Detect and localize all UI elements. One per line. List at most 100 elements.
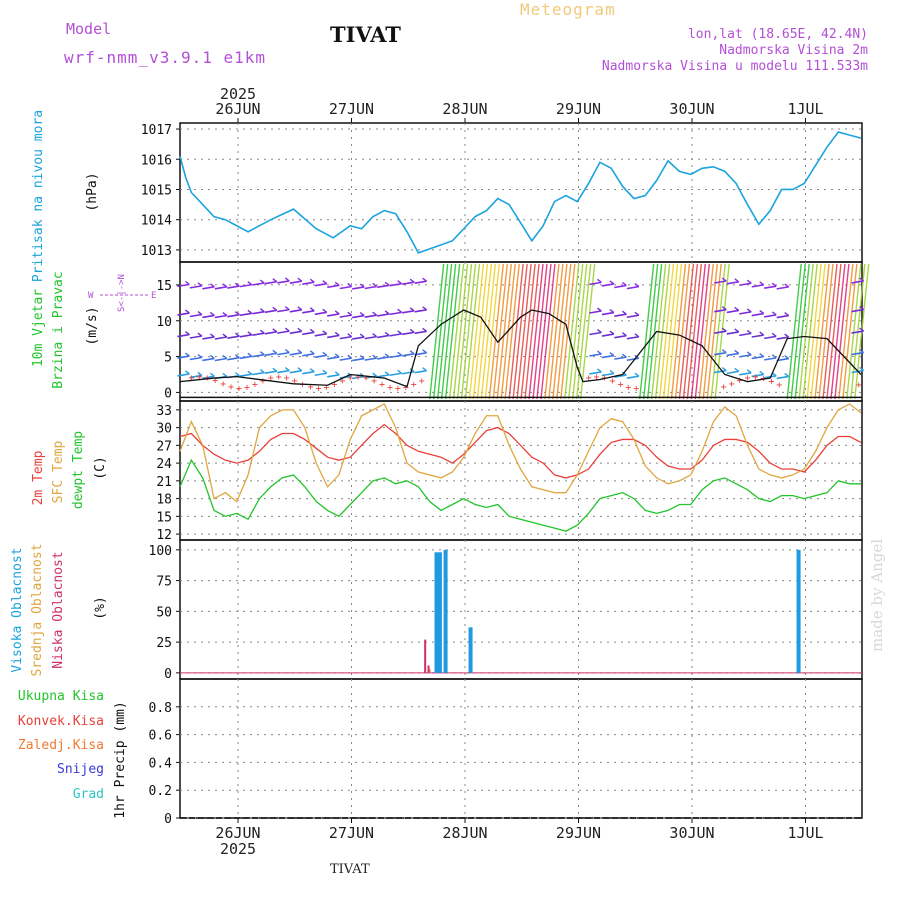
wind-gust-marker: + [268,373,274,384]
wind-barb [239,334,252,338]
wind-barb [726,309,739,314]
wind-hatch [798,263,814,400]
wind-hatch [710,263,726,400]
wind-barb [202,285,215,290]
wind-barb-head [184,330,190,336]
wind-hatch [579,263,596,400]
wind-barb-head [409,350,415,355]
wind-barb [739,332,752,337]
wind-barb [252,310,265,315]
wind-hatch [810,263,826,400]
wind-gust-marker: + [196,372,202,383]
wind-barb-head [621,332,627,337]
bottom-day-label: 28JUN [442,824,487,842]
wind-hatch [838,263,854,400]
wind-hatch [564,263,580,400]
cloud-high-label: Visoka Oblacnost [10,547,25,672]
wind-gust-marker: + [331,379,337,390]
wind-barb [776,336,789,340]
wind-hatch [496,263,512,400]
wind-barb-head [272,367,278,372]
wind-barb-head [596,278,602,283]
wind-barb [601,372,615,377]
wind-hatch [794,263,810,400]
wind-barb [714,280,727,284]
wind-barb [227,356,240,361]
wind-barb-head [422,327,428,332]
wind-barb-head [771,311,777,316]
wind-hatch [575,263,592,400]
y-tick-label: 0 [164,812,172,827]
wind-gust-marker: + [387,382,393,393]
wind-hatch [686,263,703,400]
wind-barb-head [721,277,727,282]
wind-barb-head [209,372,215,377]
wind-barb-head [359,283,365,288]
wind-barb-head [734,328,740,333]
wind-barb-head [284,349,290,354]
wind-barb-head [259,308,265,313]
wind-barb [277,280,290,284]
wind-gust-marker: + [292,376,298,387]
wind-hatch [480,263,497,400]
wind-barb [389,354,402,359]
wind-barb-head [259,351,265,356]
wind-barb [352,314,365,319]
wind-barb [614,374,627,378]
y-tick-label: 0.8 [149,701,172,716]
wind-hatch [802,263,818,400]
wind-barb-head [784,333,790,338]
wind-barb [614,284,627,289]
temp-dew-line [179,458,861,532]
wind-barb [714,351,727,356]
wind-barb-head [259,279,265,284]
wind-barb [289,330,302,335]
wind-barb [289,309,302,313]
wind-barb-head [197,353,203,359]
y-tick-label: 10 [156,315,172,330]
wind-hatch [568,263,584,400]
wind-barb-head [247,331,253,336]
y-tick-label: 15 [156,279,172,294]
wind-gust-marker: + [379,379,385,390]
wind-barb [751,284,764,288]
wind-barb-head [422,367,428,372]
y-tick-label: 1013 [141,244,172,259]
wind-barb-head [259,329,265,334]
wind-barb [314,333,327,337]
wind-barb-head [359,312,365,317]
wind-gust-marker: + [363,373,369,384]
wind-barb [339,335,352,340]
wind-barb-head [621,310,627,315]
wind-barb-head [372,282,378,288]
wind-barb [589,281,602,286]
wind-barb-head [209,354,215,359]
wind-barb-head [621,281,627,287]
y-tick-label: 0.6 [149,729,172,744]
wind-barb [389,333,402,337]
wind-barb-head [322,308,328,313]
wind-barb-head [272,349,278,354]
wind-gust-marker: + [594,372,600,383]
pressure-unit: (hPa) [85,172,100,211]
wind-barb [289,352,302,356]
cloud-bar [428,669,431,673]
wind-barb-head [372,372,378,377]
wind-barb-head [634,311,640,316]
wind-hatch [662,263,679,400]
y-tick-label: 18 [156,493,172,508]
precip-total-label: Ukupna Kisa [18,689,104,704]
wind-hatch [846,263,862,400]
cloud-bar [437,552,442,673]
wind-barb [739,354,752,358]
wind-barb [239,312,252,317]
cloud-mid-label: Srednja Oblacnost [30,543,45,676]
wind-hatch [436,263,453,400]
wind-barb-head [284,366,290,372]
wind-barb-head [234,311,240,316]
wind-gust-marker: + [403,382,409,393]
wind-barb [302,281,315,285]
wind-barb [402,353,415,357]
wind-hatch [646,263,663,400]
